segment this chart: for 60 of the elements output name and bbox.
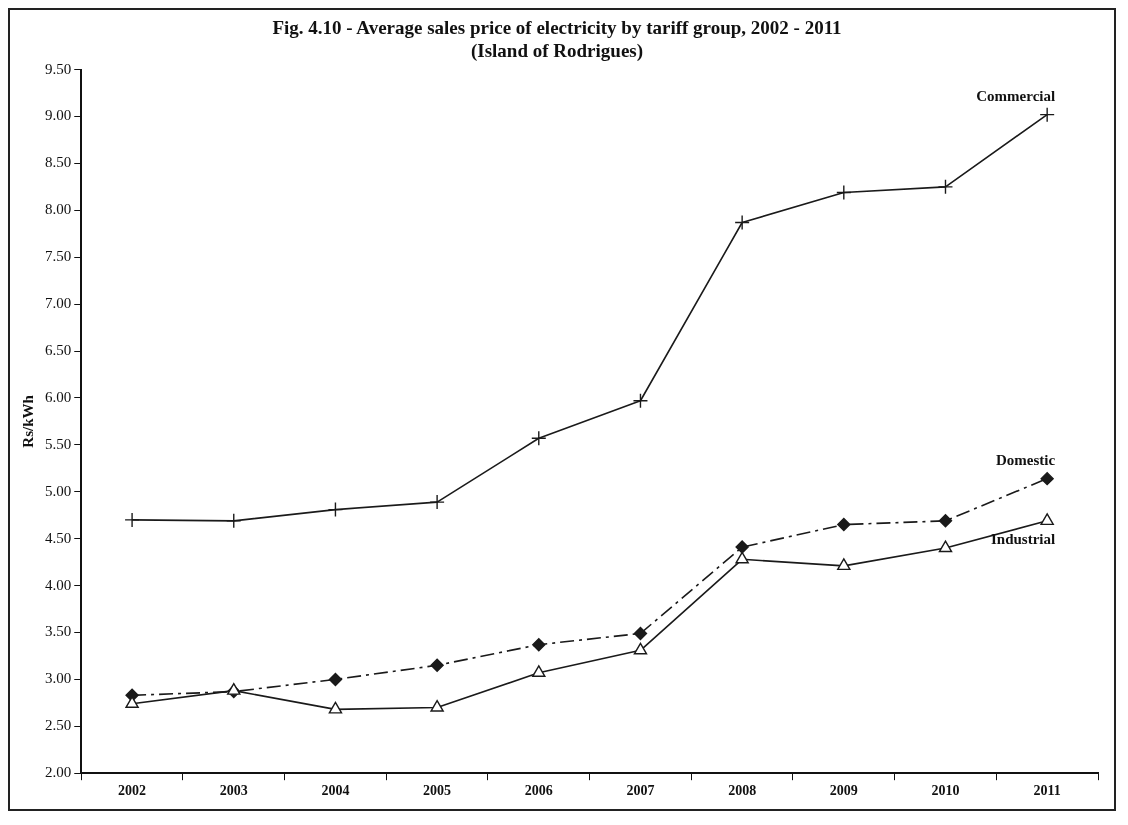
- point: [430, 658, 444, 673]
- x-tick-label: 2009: [829, 783, 858, 799]
- y-tick-label: 9.50: [45, 60, 72, 77]
- point: [938, 514, 953, 528]
- x-tick-label: 2005: [423, 783, 452, 799]
- x-tick-label: 2007: [626, 783, 655, 799]
- x-tick-label: 2008: [728, 783, 757, 799]
- point: [633, 626, 648, 641]
- point: [1040, 513, 1054, 526]
- y-axis-title: Rs/kWh: [19, 394, 36, 448]
- point: [1039, 106, 1055, 123]
- point: [1040, 471, 1054, 486]
- y-tick-label: 8.00: [45, 201, 72, 218]
- point: [633, 642, 648, 655]
- point: [430, 699, 444, 712]
- point: [227, 682, 241, 695]
- x-tick-label: 2010: [931, 783, 960, 799]
- x-tick-label: 2011: [1033, 783, 1061, 799]
- x-tick-label: 2004: [321, 783, 350, 799]
- x-tick-label: 2006: [524, 783, 553, 799]
- chart-title: Fig. 4.10 - Average sales price of electricity by tariff group, 2002 - 2011: [272, 17, 842, 39]
- y-tick-label: 3.50: [45, 623, 72, 640]
- y-tick-label: 7.00: [45, 295, 72, 312]
- point: [735, 540, 749, 554]
- point: [226, 513, 242, 529]
- point: [632, 393, 649, 409]
- series-label: Domestic: [996, 452, 1056, 468]
- point: [532, 637, 546, 652]
- x-tick-label: 2003: [219, 783, 248, 799]
- y-tick-label: 8.50: [45, 154, 72, 171]
- point: [531, 430, 547, 446]
- point: [125, 696, 139, 708]
- series-label: Commercial: [976, 88, 1056, 105]
- y-tick-label: 5.50: [45, 435, 72, 452]
- chart-subtitle: (Island of Rodrigues): [470, 40, 644, 63]
- point: [532, 665, 546, 678]
- point: [735, 551, 749, 564]
- point: [429, 494, 445, 510]
- point: [124, 512, 140, 528]
- point: [328, 701, 343, 714]
- series-label: Industrial: [990, 531, 1056, 548]
- y-tick-label: 6.50: [45, 341, 72, 358]
- x-tick-label: 2002: [118, 783, 147, 799]
- y-tick-label: 3.00: [45, 670, 72, 687]
- point: [734, 214, 750, 231]
- point: [937, 179, 954, 195]
- point: [327, 501, 344, 518]
- y-tick-label: 6.00: [45, 388, 72, 405]
- y-tick-label: 2.00: [45, 764, 72, 781]
- point: [837, 558, 851, 571]
- point: [328, 672, 343, 687]
- y-tick-label: 4.50: [45, 529, 72, 546]
- point: [836, 184, 852, 201]
- y-tick-label: 2.50: [45, 717, 72, 734]
- y-tick-label: 7.50: [45, 248, 72, 265]
- y-tick-label: 4.00: [45, 576, 72, 593]
- y-tick-label: 5.00: [45, 482, 72, 499]
- point: [938, 540, 953, 553]
- point: [837, 517, 851, 532]
- y-tick-label: 9.00: [45, 107, 72, 124]
